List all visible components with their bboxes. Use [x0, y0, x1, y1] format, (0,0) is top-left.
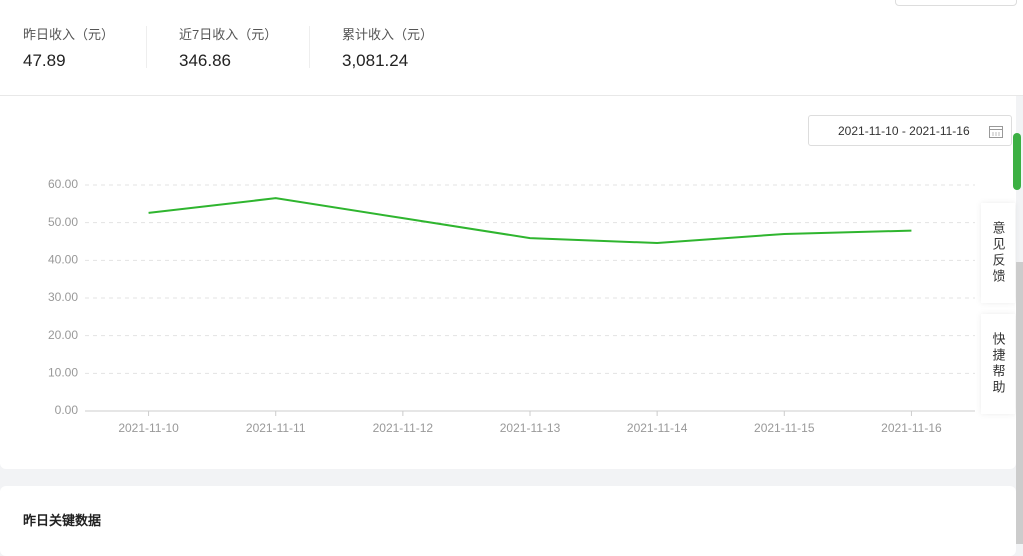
y-tick-label: 50.00	[48, 215, 78, 229]
stat-label: 近7日收入（元）	[179, 27, 278, 42]
line	[148, 197, 912, 245]
stat: 累计收入（元） 3,081.24	[342, 24, 434, 70]
side-button-label: 意见反馈	[990, 221, 1006, 285]
x-tick-label: 2021-11-11	[246, 421, 306, 435]
key-data-card: 昨日关键数据	[0, 486, 1016, 556]
stat-value: 346.86	[179, 51, 231, 70]
top-button[interactable]	[895, 0, 1017, 6]
y-tick-label: 40.00	[48, 253, 78, 267]
y-tick-label: 60.00	[48, 177, 78, 191]
x-tick-label: 2021-11-12	[373, 421, 434, 435]
y-tick-label: 10.00	[48, 366, 78, 380]
stat-value: 47.89	[23, 51, 66, 70]
stat-label: 昨日收入（元）	[23, 27, 115, 42]
side-button-label: 快捷帮助	[990, 332, 1006, 396]
separator	[309, 26, 310, 68]
date-picker[interactable]: 2021-11-10 - 2021-11-16	[808, 115, 1012, 146]
y-tick-label: 30.00	[48, 290, 78, 304]
date-range: 2021-11-10 - 2021-11-16	[838, 124, 970, 138]
side-button[interactable]: 快捷帮助	[981, 314, 1015, 414]
chart: 0.00 10.00 20.00 30.00 40.00 50.00 60.00 2021-1…	[48, 177, 975, 435]
chart-card	[0, 96, 1016, 469]
y-tick-label: 20.00	[48, 328, 78, 342]
x-tick-label: 2021-11-15	[754, 421, 815, 435]
x-tick-label: 2021-11-14	[627, 421, 688, 435]
stat-value: 3,081.24	[342, 51, 409, 70]
x-tick-label: 2021-11-16	[881, 421, 942, 435]
x-tick-label: 2021-11-10	[118, 421, 179, 435]
scrollbar-thumb[interactable]	[1013, 133, 1021, 190]
stat-label: 累计收入（元）	[342, 27, 434, 42]
y-tick-label: 0.00	[55, 403, 79, 417]
side-button[interactable]: 意见反馈	[981, 203, 1015, 303]
stat: 昨日收入（元） 47.89	[23, 24, 115, 70]
stat: 近7日收入（元） 346.86	[179, 24, 278, 70]
calendar-icon	[989, 126, 1003, 138]
x-tick-label: 2021-11-13	[500, 421, 561, 435]
separator	[146, 26, 147, 68]
summary-panel	[0, 0, 1023, 96]
section-title: 昨日关键数据	[23, 513, 102, 528]
scrollbar-track	[1016, 262, 1023, 544]
